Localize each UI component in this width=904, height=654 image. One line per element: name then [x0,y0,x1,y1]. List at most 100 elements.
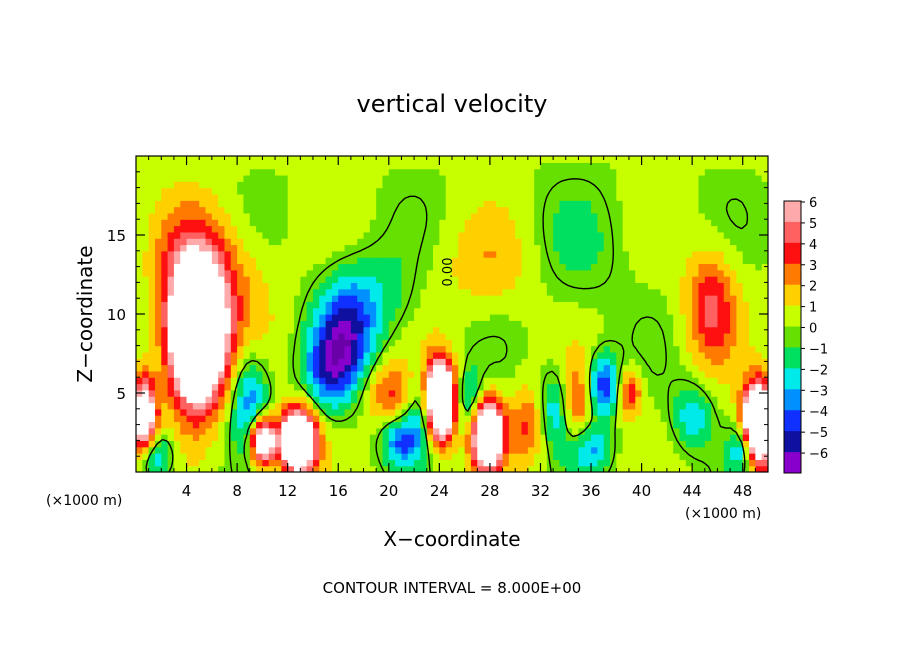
heatmap-cell [591,168,598,176]
heatmap-cell [584,301,592,309]
heatmap-cell [502,364,510,372]
heatmap-cell [331,402,339,410]
heatmap-cell [275,396,282,404]
heatmap-cell [167,345,175,353]
heatmap-cell [654,314,662,321]
heatmap-cell [673,332,681,340]
heatmap-cell [167,181,175,189]
heatmap-cell [489,219,497,227]
heatmap-cell [445,459,453,467]
heatmap-cell [527,421,535,429]
heatmap-cell [647,339,655,347]
heatmap-cell [376,446,384,454]
heatmap-cell [584,339,592,347]
heatmap-cell [218,244,226,252]
heatmap-cell [344,244,352,252]
heatmap-cell [382,225,390,233]
heatmap-cell [685,465,693,472]
heatmap-cell [230,314,238,321]
heatmap-cell [470,377,478,385]
heatmap-cell [142,307,150,315]
heatmap-cell [445,377,453,385]
heatmap-cell [464,174,472,182]
heatmap-cell [546,415,554,423]
heatmap-cell [300,257,308,265]
heatmap-cell [268,156,276,163]
heatmap-cell [199,453,207,460]
heatmap-cell [458,453,466,460]
heatmap-cell [527,320,535,328]
heatmap-cell [755,408,763,416]
heatmap-cell [369,383,377,391]
heatmap-cell [736,288,744,296]
heatmap-cell [685,187,693,195]
heatmap-cell [407,383,415,391]
heatmap-cell [357,276,365,283]
heatmap-cell [679,263,687,271]
heatmap-cell [199,459,207,467]
heatmap-cell [357,332,365,340]
heatmap-cell [180,377,188,385]
heatmap-cell [477,250,485,258]
heatmap-cell [477,288,485,296]
heatmap-cell [546,434,554,441]
heatmap-cell [489,320,497,328]
heatmap-cell [502,250,510,258]
heatmap-cell [338,358,346,366]
heatmap-cell [502,459,510,467]
heatmap-cell [635,396,643,404]
heatmap-cell [306,295,314,302]
heatmap-cell [660,326,668,334]
heatmap-cell [426,263,434,271]
heatmap-cell [173,295,181,302]
heatmap-cell [730,358,737,366]
heatmap-cell [534,408,542,416]
heatmap-cell [502,389,510,397]
heatmap-cell [565,465,573,472]
heatmap-cell [142,295,150,302]
heatmap-cell [540,200,548,208]
heatmap-cell [527,440,535,448]
heatmap-cell [452,206,459,214]
heatmap-cell [647,364,655,372]
heatmap-cell [698,238,706,246]
heatmap-cell [685,250,693,258]
heatmap-cell [142,421,150,429]
heatmap-cell [502,181,510,189]
heatmap-cell [489,415,497,423]
heatmap-cell [508,250,516,258]
heatmap-cell [192,358,200,366]
heatmap-cell [553,427,561,435]
heatmap-cell [350,358,358,366]
heatmap-cell [452,459,459,467]
heatmap-cell [262,206,270,214]
heatmap-cell [470,276,478,283]
heatmap-cell [470,181,478,189]
heatmap-cell [654,200,662,208]
heatmap-cell [256,370,263,378]
heatmap-cell [173,225,181,233]
heatmap-cell [369,453,377,460]
heatmap-cell [300,459,308,467]
heatmap-cell [610,288,617,296]
heatmap-cell [256,263,263,271]
heatmap-cell [628,415,636,423]
heatmap-cell [572,370,579,378]
heatmap-cell [161,263,169,271]
heatmap-cell [761,370,768,378]
heatmap-cell [521,269,529,277]
heatmap-cell [452,282,459,290]
heatmap-cell [470,250,478,258]
heatmap-cell [350,351,358,359]
heatmap-cell [192,219,200,227]
heatmap-cell [325,206,333,214]
heatmap-cell [736,332,744,340]
heatmap-cell [489,465,497,472]
heatmap-cell [483,225,491,233]
heatmap-cell [470,358,478,366]
heatmap-cell [382,370,390,378]
heatmap-cell [742,402,750,410]
heatmap-cell [388,174,396,182]
heatmap-cell [622,326,630,334]
heatmap-cell [559,446,567,454]
